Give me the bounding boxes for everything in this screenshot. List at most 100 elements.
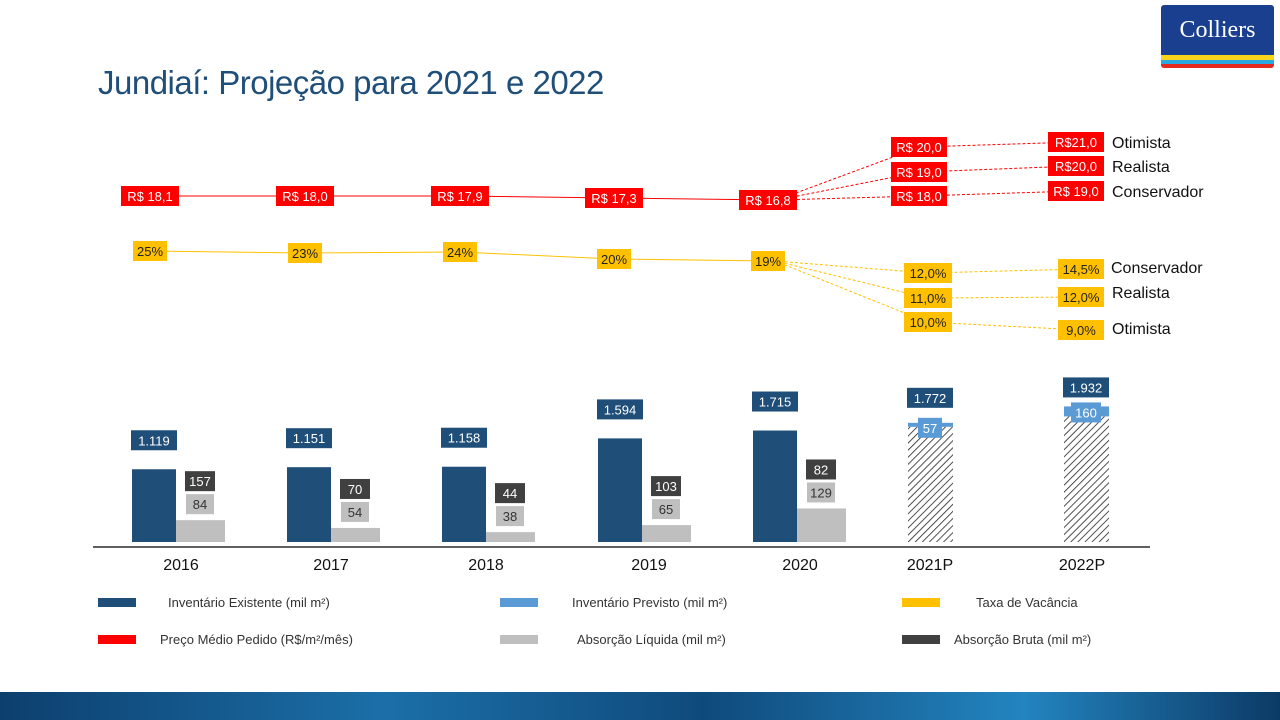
- label-liquida-2018: 38: [503, 509, 517, 524]
- label-inventario-2016-box: [131, 430, 177, 451]
- label-preco-2021-conservador: R$ 18,0: [896, 189, 942, 204]
- legend-liquida: Absorção Líquida (mil m²): [577, 632, 726, 647]
- x-tick-2018: 2018: [468, 557, 504, 574]
- label-liquida-2018-box: [496, 506, 524, 527]
- label-vacancia-2020: 19%: [755, 254, 781, 269]
- label-preco-2016-box: [121, 186, 179, 206]
- page-title: Jundiaí: Projeção para 2021 e 2022: [98, 64, 604, 101]
- legend-vacancia: Taxa de Vacância: [976, 595, 1078, 610]
- label-vacancia-2019-box: [597, 249, 631, 269]
- legend-previsto: Inventário Previsto (mil m²): [572, 595, 728, 610]
- label-inventario-2017-box: [286, 428, 332, 449]
- label-preco-2018: R$ 17,9: [437, 189, 483, 204]
- label-vacancia-2021-realista: 11,0%: [910, 291, 946, 306]
- label-vacancia-2017: 23%: [292, 246, 318, 261]
- chart: 1.119 84 157 1.151 54 70 1.158 38 44 1.594 65 103 1.…: [93, 132, 1204, 574]
- bar-inventario-2018: [442, 466, 486, 542]
- label-vacancia-2021-otimista-box: [904, 312, 952, 332]
- label-vacancia-2021-otimista: 10,0%: [910, 315, 947, 330]
- label-vacancia-2018-box: [443, 242, 477, 262]
- label-bruta-2020: 82: [814, 462, 828, 477]
- scenario-name-vacancia-otimista: Otimista: [1112, 321, 1171, 338]
- x-tick-2021P: 2021P: [907, 557, 953, 574]
- label-preco-2021-otimista-box: [891, 137, 947, 157]
- line-preco-conservador: [776, 190, 1077, 201]
- bar-inventario-2021P: [908, 426, 953, 542]
- label-preco-2022-realista-box: [1048, 156, 1104, 176]
- label-preco-2022-otimista-box: [1048, 132, 1104, 152]
- bar-liquida-2016: [176, 520, 225, 542]
- label-vacancia-2017-box: [288, 243, 322, 263]
- label-preco-2022-conservador: R$ 19,0: [1053, 184, 1099, 199]
- label-preco-2020: R$ 16,8: [745, 193, 791, 208]
- label-bruta-2016-box: [185, 471, 215, 492]
- label-liquida-2017-box: [341, 501, 369, 522]
- bar-inventario-2019: [598, 438, 642, 542]
- legend-preco: Preço Médio Pedido (R$/m²/mês): [160, 632, 353, 647]
- label-preco-2021-realista: R$ 19,0: [896, 165, 942, 180]
- scenario-name-preco-otimista: Otimista: [1112, 135, 1171, 152]
- line-vacancia-otimista: [774, 260, 1082, 331]
- label-bruta-2018: 44: [503, 486, 517, 501]
- label-bruta-2017-box: [340, 478, 370, 499]
- label-inventario-2020-box: [752, 391, 798, 412]
- label-vacancia-2022-realista-box: [1058, 287, 1104, 307]
- x-tick-2017: 2017: [313, 557, 349, 574]
- label-inventario-2021P: 1.772: [914, 391, 947, 406]
- label-preco-2020-box: [739, 190, 797, 210]
- x-tick-2020: 2020: [782, 557, 818, 574]
- label-inventario-2016: 1.119: [138, 433, 170, 448]
- colliers-logo: Colliers: [1161, 5, 1274, 68]
- label-inventario-2019-box: [597, 399, 643, 420]
- label-preco-2018-box: [431, 186, 489, 206]
- label-liquida-2020-box: [807, 482, 835, 503]
- label-inventario-2021P-box: [907, 387, 953, 408]
- label-previsto-2022P-box: [1071, 402, 1101, 423]
- label-vacancia-2022-otimista: 9,0%: [1066, 323, 1096, 338]
- x-tick-2019: 2019: [631, 557, 667, 574]
- label-inventario-2018: 1.158: [448, 431, 481, 446]
- legend-bruta: Absorção Bruta (mil m²): [954, 632, 1092, 647]
- x-tick-2022P: 2022P: [1059, 557, 1105, 574]
- bar-inventario-2022P: [1064, 416, 1109, 542]
- label-vacancia-2021-conservador: 12,0%: [910, 266, 947, 281]
- label-preco-2021-realista-box: [891, 162, 947, 182]
- label-preco-2022-otimista: R$21,0: [1055, 135, 1097, 150]
- label-vacancia-2021-conservador-box: [904, 263, 952, 283]
- legend-swatch-previsto: [500, 598, 538, 607]
- label-previsto-2021P-box: [918, 417, 942, 438]
- legend-swatch-liquida: [500, 635, 538, 644]
- label-liquida-2016: 84: [193, 497, 207, 512]
- label-bruta-2020-box: [806, 459, 836, 480]
- legend-inventario: Inventário Existente (mil m²): [168, 595, 330, 610]
- label-bruta-2016: 157: [189, 474, 211, 489]
- label-preco-2021-conservador-box: [891, 186, 947, 206]
- label-inventario-2018-box: [441, 427, 487, 448]
- legend-swatch-preco: [98, 635, 136, 644]
- bar-liquida-2017: [331, 527, 380, 542]
- label-liquida-2020: 129: [810, 485, 832, 500]
- label-vacancia-2019: 20%: [601, 252, 627, 267]
- bar-inventario-2017: [287, 467, 331, 542]
- label-bruta-2019: 103: [655, 479, 677, 494]
- label-inventario-2022P-box: [1063, 377, 1109, 398]
- label-vacancia-2020-box: [751, 251, 785, 271]
- label-vacancia-2022-conservador-box: [1058, 259, 1104, 279]
- label-liquida-2019-box: [652, 499, 680, 520]
- x-tick-2016: 2016: [163, 557, 199, 574]
- legend-swatch-inventario: [98, 598, 136, 607]
- label-vacancia-2016-box: [133, 241, 167, 261]
- bar-inventario-2016: [132, 469, 176, 542]
- scenario-name-vacancia-conservador: Conservador: [1111, 260, 1203, 277]
- label-preco-2022-realista: R$20,0: [1055, 159, 1097, 174]
- legend-swatch-vacancia: [902, 598, 940, 607]
- label-vacancia-2021-realista-box: [904, 288, 952, 308]
- label-liquida-2019: 65: [659, 502, 673, 517]
- label-preco-2019-box: [585, 188, 643, 208]
- scenario-name-preco-conservador: Conservador: [1112, 184, 1204, 201]
- scenario-name-preco-realista: Realista: [1112, 159, 1170, 176]
- label-inventario-2017: 1.151: [293, 431, 326, 446]
- legend-swatch-bruta: [902, 635, 940, 644]
- label-previsto-2021P: 57: [923, 421, 937, 436]
- bar-liquida-2020: [797, 508, 846, 542]
